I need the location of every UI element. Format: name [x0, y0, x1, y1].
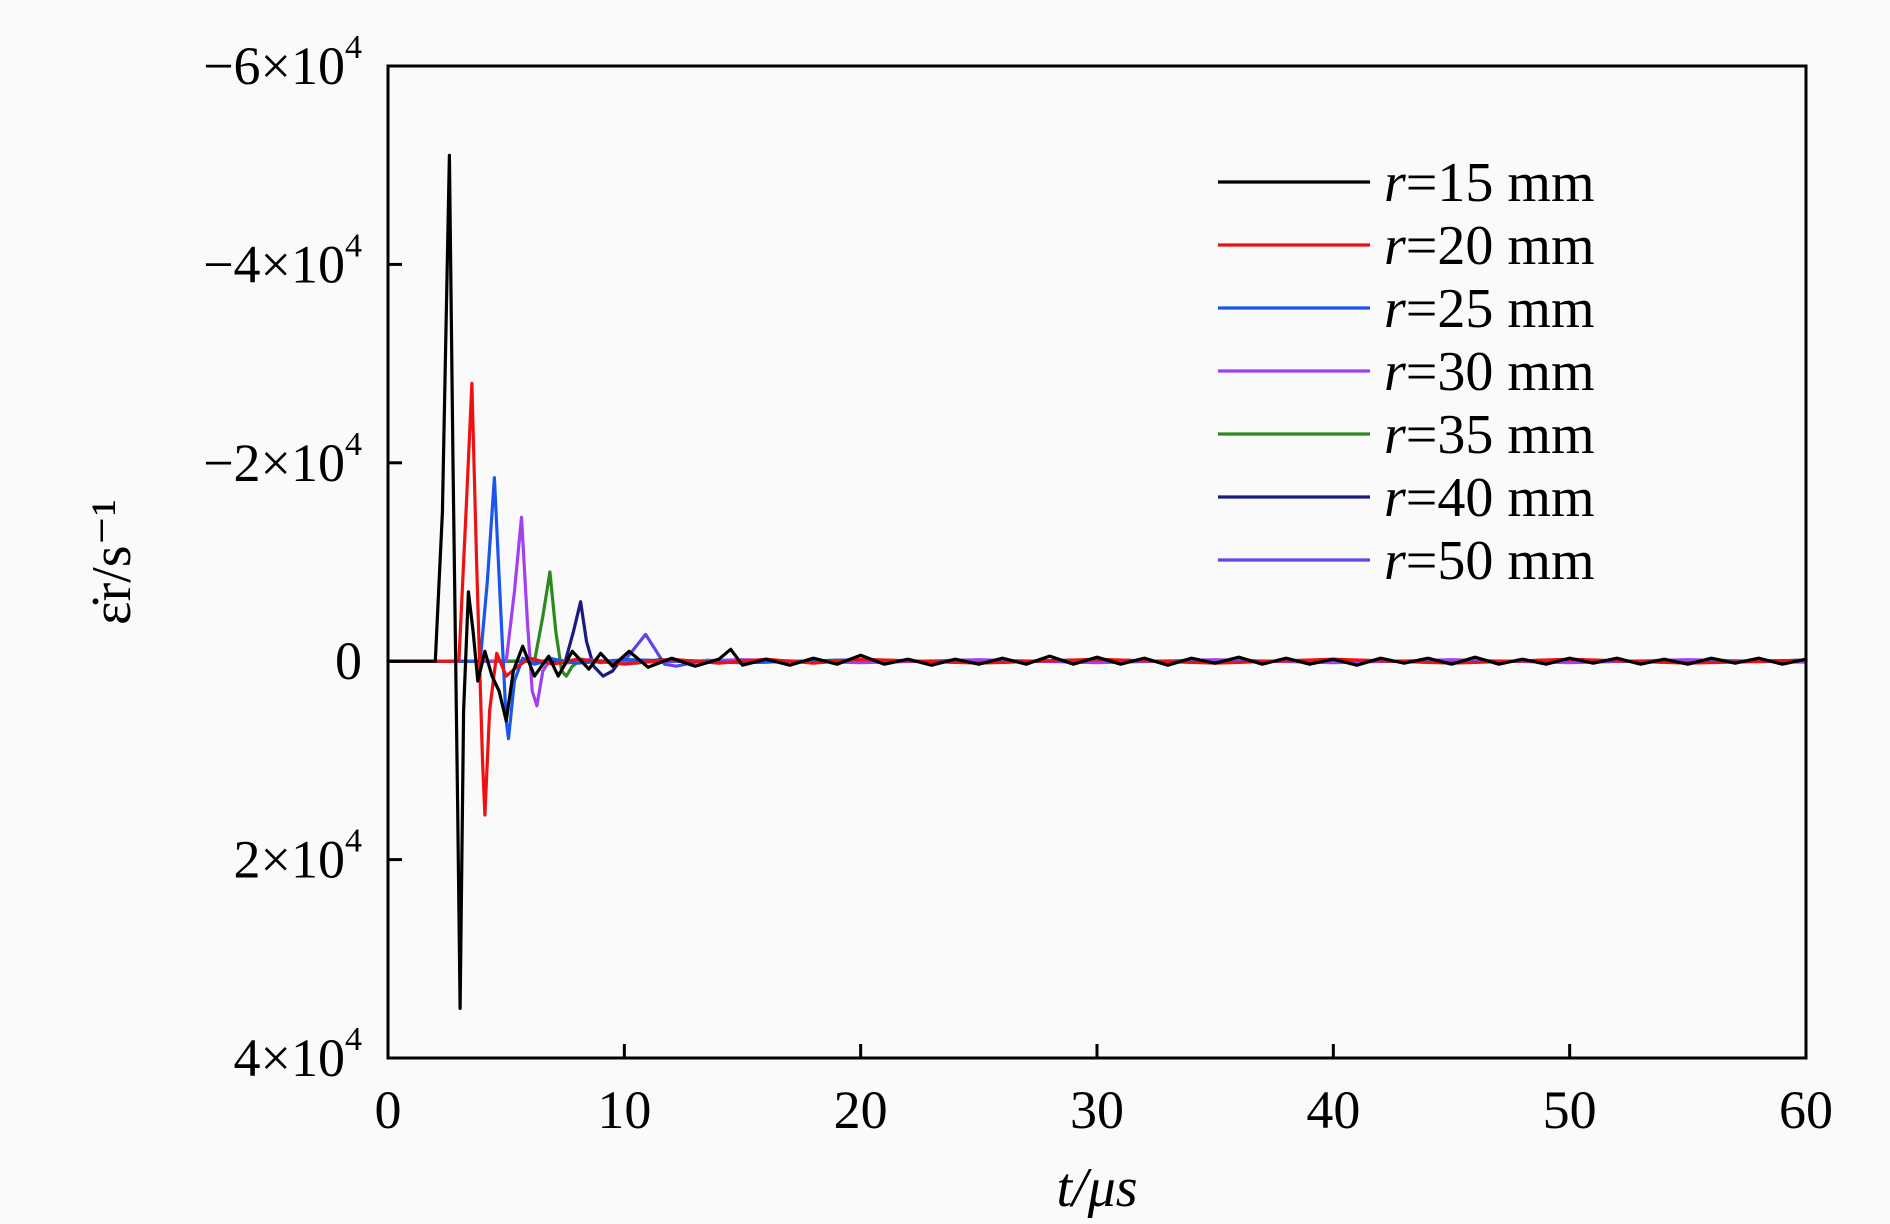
- legend-radius-text: =20 mm: [1406, 215, 1595, 277]
- legend-r-symbol: r: [1384, 152, 1406, 214]
- series-layer: [386, 153, 1808, 1010]
- y-tick-mantissa: 4×10: [234, 1028, 345, 1088]
- y-tick-exponent: 4: [345, 227, 362, 264]
- legend-radius-text: =40 mm: [1406, 467, 1595, 529]
- x-tick-label: 10: [597, 1080, 651, 1140]
- series-line-1: [386, 153, 1808, 1010]
- y-tick-mantissa: −4×10: [203, 234, 345, 294]
- legend-r-symbol: r: [1384, 341, 1406, 403]
- y-tick-exponent: 4: [345, 29, 362, 66]
- legend-label-3: r=25 mm: [1384, 278, 1595, 340]
- legend-r-symbol: r: [1384, 404, 1406, 466]
- y-tick-mantissa: 0: [335, 631, 362, 691]
- y-tick-mantissa: −2×10: [203, 433, 345, 493]
- legend-radius-text: =25 mm: [1406, 278, 1595, 340]
- x-tick-label: 60: [1779, 1080, 1833, 1140]
- x-tick-label: 0: [375, 1080, 402, 1140]
- x-tick-label: 50: [1543, 1080, 1597, 1140]
- legend-radius-text: =50 mm: [1406, 530, 1595, 592]
- x-axis-title: t/μs: [1056, 1157, 1137, 1219]
- legend-label-4: r=30 mm: [1384, 341, 1595, 403]
- legend-label-7: r=50 mm: [1384, 530, 1595, 592]
- legend-label-2: r=20 mm: [1384, 215, 1595, 277]
- y-tick-exponent: 4: [345, 823, 362, 860]
- y-tick-label: −4×104: [203, 227, 362, 294]
- tick-layer: 0 10 20 30 40 50 60−6×104−4×104−2×10402×1044×1…: [203, 29, 1833, 1140]
- legend-label-5: r=35 mm: [1384, 404, 1595, 466]
- legend-r-symbol: r: [1384, 530, 1406, 592]
- legend-r-symbol: r: [1384, 215, 1406, 277]
- legend-radius-text: =15 mm: [1406, 152, 1595, 214]
- x-tick-label: 40: [1306, 1080, 1360, 1140]
- legend-r-symbol: r: [1384, 467, 1406, 529]
- y-tick-label: −2×104: [203, 426, 362, 493]
- legend-radius-text: =35 mm: [1406, 404, 1595, 466]
- legend: r=15 mmr=20 mmr=25 mmr=30 mmr=35 mmr=40 …: [1218, 152, 1595, 592]
- x-tick-label: 30: [1070, 1080, 1124, 1140]
- y-tick-label: 4×104: [234, 1021, 362, 1088]
- y-tick-exponent: 4: [345, 426, 362, 463]
- legend-r-symbol: r: [1384, 278, 1406, 340]
- legend-label-6: r=40 mm: [1384, 467, 1595, 529]
- y-axis-title: ε̇r/s⁻¹: [81, 499, 143, 625]
- y-tick-exponent: 4: [345, 1021, 362, 1058]
- legend-radius-text: =30 mm: [1406, 341, 1595, 403]
- x-tick-label: 20: [834, 1080, 888, 1140]
- y-tick-label: 2×104: [234, 823, 362, 890]
- y-tick-mantissa: −6×10: [203, 36, 345, 96]
- legend-label-1: r=15 mm: [1384, 152, 1595, 214]
- y-tick-label: 0: [335, 631, 362, 691]
- y-tick-mantissa: 2×10: [234, 830, 345, 890]
- y-tick-label: −6×104: [203, 29, 362, 96]
